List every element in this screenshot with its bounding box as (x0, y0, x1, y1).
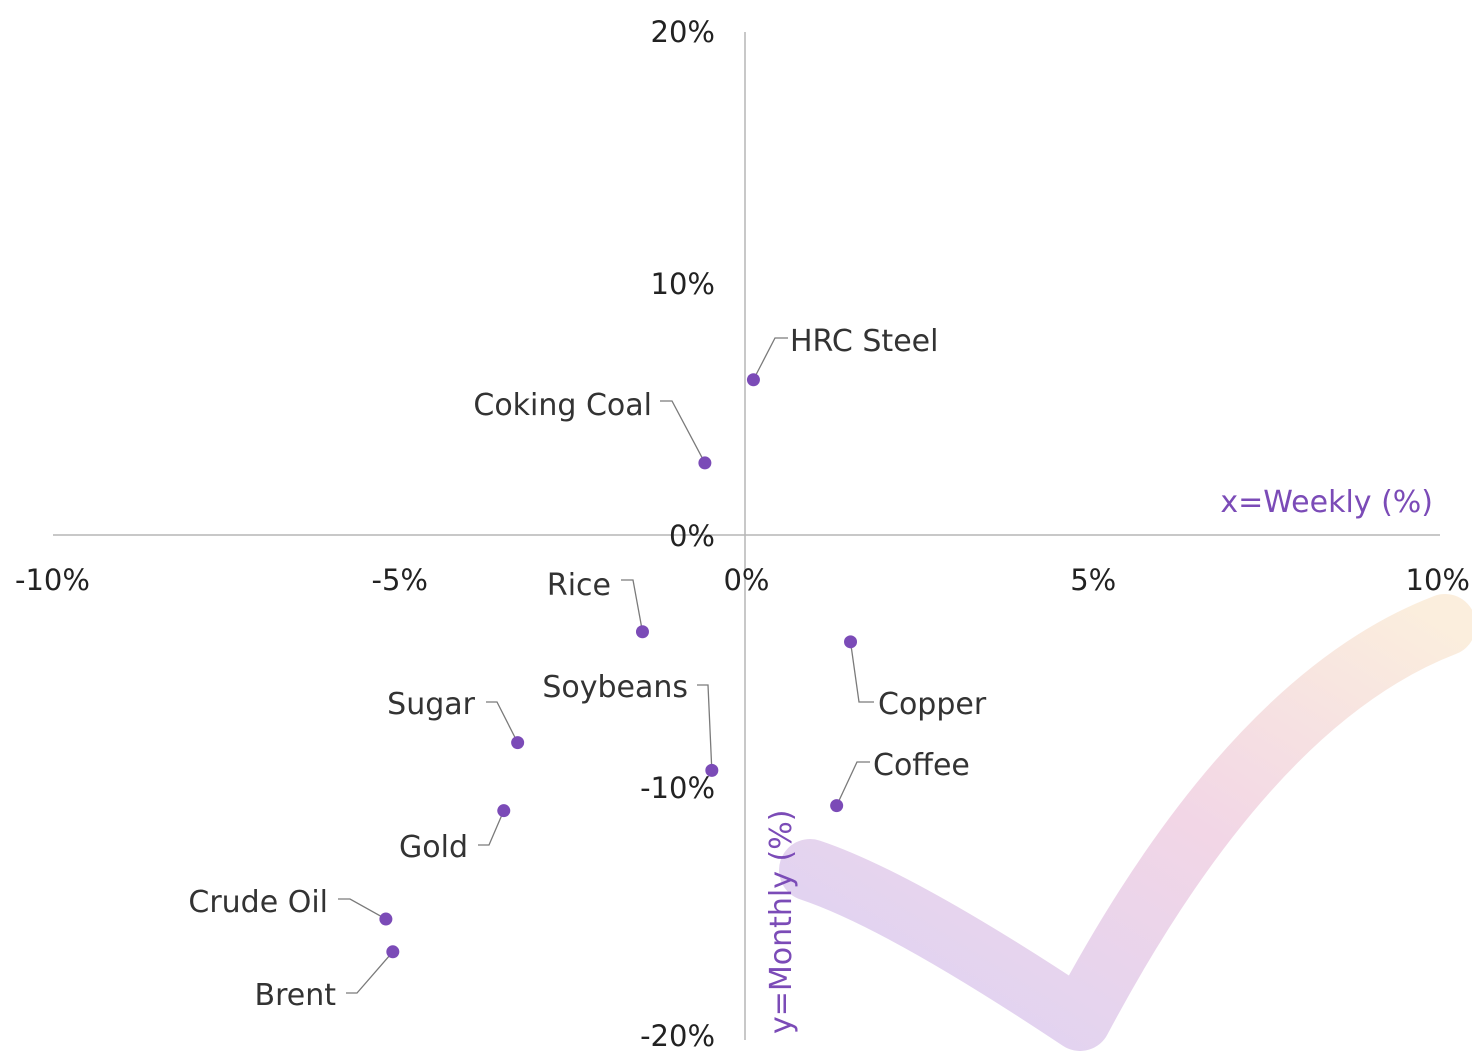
x-axis-title: x=Weekly (%) (1220, 485, 1433, 520)
point-labels: HRC Steel Coking Coal Rice Copper Soybeans Su… (188, 324, 986, 1013)
data-point (635, 625, 649, 639)
leader-line (486, 701, 519, 743)
y-tick-label: 0% (669, 519, 715, 553)
x-tick-label: 10% (1406, 563, 1470, 597)
x-tick-labels: -10% -5% 0% 5% 10% (15, 563, 1470, 597)
point-label: Crude Oil (188, 885, 328, 920)
leader-line (849, 641, 874, 703)
point-label: Coking Coal (473, 388, 652, 423)
y-tick-label: 20% (651, 15, 715, 49)
leader-line (836, 761, 870, 806)
x-tick-label: -5% (372, 563, 428, 597)
point-label: Coffee (873, 748, 970, 783)
leader-line (660, 400, 706, 464)
point-label: Soybeans (542, 670, 688, 705)
point-label: Brent (255, 978, 337, 1013)
y-tick-label: -20% (640, 1019, 715, 1051)
point-label: HRC Steel (790, 324, 938, 359)
x-tick-label: 0% (723, 563, 769, 597)
leader-line (338, 898, 387, 920)
data-points (379, 373, 858, 959)
leader-line (621, 579, 644, 632)
y-tick-label: 10% (651, 267, 715, 301)
y-tick-labels: 20% 10% 0% -10% -20% (640, 15, 715, 1051)
data-point (705, 763, 719, 777)
data-point (830, 799, 844, 813)
point-label: Gold (399, 830, 468, 865)
leader-lines (338, 337, 874, 994)
y-axis-title: y=Monthly (%) (764, 810, 799, 1034)
point-label: Rice (547, 568, 611, 603)
data-point (844, 635, 858, 649)
leader-line (346, 951, 394, 994)
x-tick-label: -10% (15, 563, 90, 597)
point-label: Sugar (387, 687, 475, 722)
decorative-checkmark (779, 594, 1472, 1051)
data-point (746, 373, 760, 387)
data-point (511, 736, 525, 750)
leader-line (697, 684, 713, 771)
data-point (698, 456, 712, 470)
x-tick-label: 5% (1070, 563, 1116, 597)
leader-line (478, 810, 505, 846)
data-point (497, 804, 511, 818)
leader-line (752, 337, 788, 381)
data-point (386, 945, 400, 959)
point-label: Copper (878, 687, 987, 722)
y-tick-label: -10% (640, 771, 715, 805)
data-point (379, 912, 393, 926)
